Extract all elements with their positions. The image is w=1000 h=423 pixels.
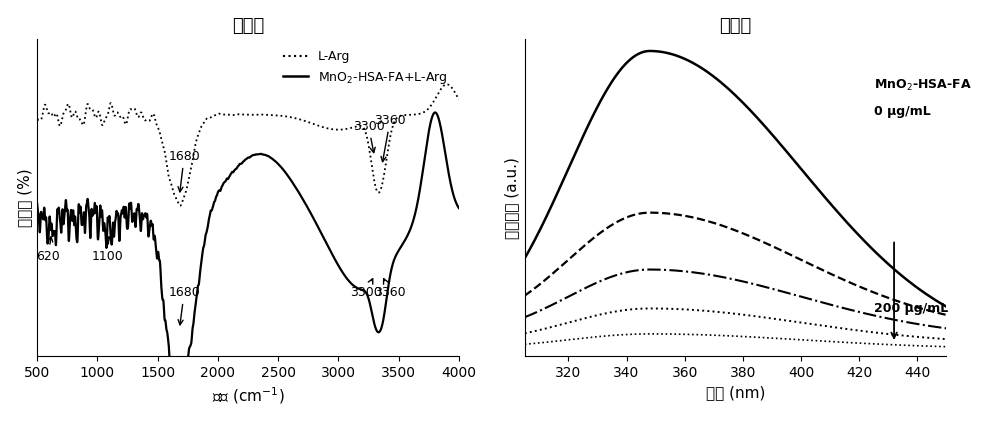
Title: （二）: （二） bbox=[719, 16, 752, 35]
L-Arg bbox=[230, 112, 242, 117]
MnO$_2$-HSA-FA+L-Arg bbox=[282, 173, 294, 178]
MnO$_2$-HSA-FA+L-Arg bbox=[420, 144, 432, 149]
Text: 3300: 3300 bbox=[353, 120, 384, 153]
Title: （一）: （一） bbox=[232, 16, 264, 35]
Line: MnO$_2$-HSA-FA+L-Arg: MnO$_2$-HSA-FA+L-Arg bbox=[37, 113, 459, 381]
MnO$_2$-HSA-FA+L-Arg bbox=[429, 110, 441, 115]
Text: 1100: 1100 bbox=[91, 237, 123, 263]
Text: MnO$_2$-HSA-FA: MnO$_2$-HSA-FA bbox=[874, 78, 971, 93]
L-Arg bbox=[184, 172, 196, 177]
X-axis label: 波数 (cm$^{-1}$): 波数 (cm$^{-1}$) bbox=[212, 386, 284, 407]
L-Arg bbox=[31, 118, 43, 123]
Text: 3300: 3300 bbox=[350, 279, 382, 299]
Text: 620: 620 bbox=[36, 237, 60, 263]
MnO$_2$-HSA-FA+L-Arg bbox=[184, 344, 196, 349]
Legend: L-Arg, MnO$_2$-HSA-FA+L-Arg: L-Arg, MnO$_2$-HSA-FA+L-Arg bbox=[278, 45, 453, 91]
Text: 1680: 1680 bbox=[168, 150, 200, 192]
Text: 1680: 1680 bbox=[168, 286, 200, 325]
MnO$_2$-HSA-FA+L-Arg bbox=[230, 166, 242, 171]
Text: 0 μg/mL: 0 μg/mL bbox=[874, 105, 930, 118]
L-Arg bbox=[441, 82, 453, 87]
Y-axis label: 荧光强度 (a.u.): 荧光强度 (a.u.) bbox=[504, 157, 519, 239]
L-Arg bbox=[453, 97, 465, 102]
Text: 200 μg/mL: 200 μg/mL bbox=[874, 302, 948, 316]
MnO$_2$-HSA-FA+L-Arg bbox=[453, 206, 465, 211]
Line: L-Arg: L-Arg bbox=[37, 84, 459, 206]
Text: 3360: 3360 bbox=[374, 279, 406, 299]
X-axis label: 波长 (nm): 波长 (nm) bbox=[706, 386, 765, 401]
MnO$_2$-HSA-FA+L-Arg bbox=[172, 378, 184, 383]
L-Arg bbox=[420, 108, 432, 113]
MnO$_2$-HSA-FA+L-Arg bbox=[119, 209, 131, 214]
MnO$_2$-HSA-FA+L-Arg bbox=[299, 201, 311, 206]
Text: 3360: 3360 bbox=[374, 114, 406, 162]
L-Arg bbox=[119, 121, 131, 126]
L-Arg bbox=[282, 114, 294, 119]
MnO$_2$-HSA-FA+L-Arg bbox=[31, 202, 43, 207]
Y-axis label: 透过率 (%): 透过率 (%) bbox=[17, 168, 32, 227]
L-Arg bbox=[299, 118, 311, 124]
L-Arg bbox=[174, 203, 186, 208]
